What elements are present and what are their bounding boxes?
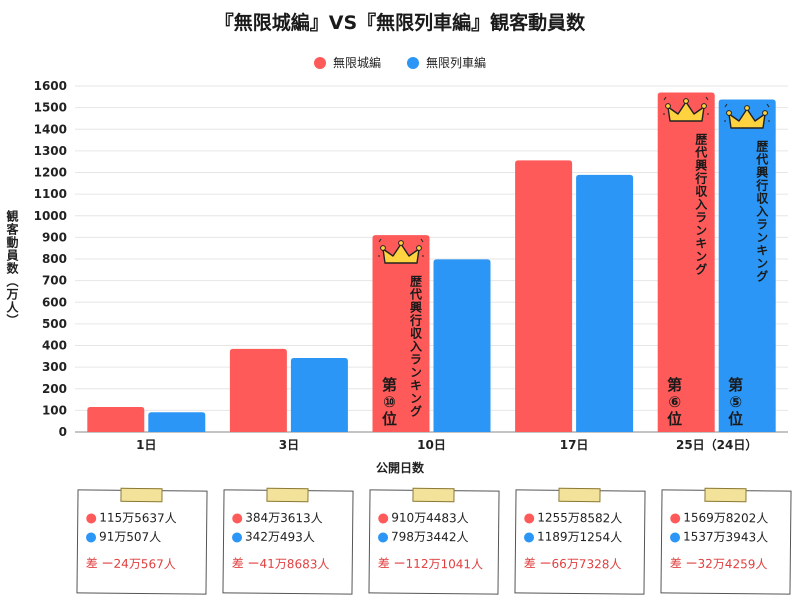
bar: [148, 412, 206, 432]
bar: [515, 160, 573, 433]
x-tick-label: 1日: [136, 438, 156, 452]
difference-text: 差 ー32万4259人: [669, 556, 768, 572]
y-tick-label: 0: [59, 425, 67, 439]
y-tick-label: 900: [42, 230, 67, 244]
summary-card: 1255万8582人 1189万1254人 差 ー66万7328人: [514, 487, 646, 595]
blue-dot-icon: [85, 531, 97, 543]
difference-text: 差 ー112万1041人: [377, 556, 484, 572]
difference-text: 差 ー24万567人: [85, 556, 176, 572]
red-dot-icon: [670, 512, 681, 524]
legend: 無限城編 無限列車編: [0, 54, 800, 71]
bar: [290, 358, 348, 432]
red-dot-icon: [86, 512, 97, 524]
tape-decoration: [412, 487, 455, 503]
tape-decoration: [266, 487, 309, 503]
difference-text: 差 ー66万7328人: [523, 556, 622, 572]
blue-dot-icon: [523, 531, 535, 543]
y-tick-label: 1300: [34, 144, 67, 158]
mugenjo-count: 384万3613人: [245, 510, 323, 526]
legend-label: 無限城編: [332, 56, 381, 70]
legend-item-mugen-ressha: 無限列車編: [407, 54, 486, 71]
blue-dot-icon: [669, 531, 681, 543]
y-tick-label: 1600: [34, 79, 67, 93]
chart-title: 『無限城編』VS『無限列車編』観客動員数: [214, 12, 586, 34]
bar: [372, 235, 430, 432]
bar: [87, 407, 145, 432]
x-tick-label: 3日: [279, 438, 299, 452]
crown-icon: [663, 96, 710, 122]
difference-text: 差 ー41万8683人: [231, 556, 330, 572]
ressha-count: 342万493人: [244, 529, 315, 545]
ressha-count: 91万507人: [98, 529, 162, 545]
mugenjo-count: 910万4483人: [391, 510, 469, 526]
summary-card: 115万5637人 91万507人 差 ー24万567人: [76, 487, 208, 595]
y-tick-label: 1500: [34, 101, 67, 115]
summary-card: 910万4483人 798万3442人 差 ー112万1041人: [368, 487, 500, 595]
ranking-label: 歴代興行収入ランキング: [754, 139, 769, 283]
mugenjo-count: 115万5637人: [99, 510, 177, 526]
y-tick-label: 200: [42, 382, 67, 396]
y-tick-label: 1400: [34, 122, 67, 136]
tape-decoration: [558, 487, 601, 503]
y-tick-label: 400: [42, 339, 67, 353]
ressha-count: 1537万3943人: [682, 529, 769, 545]
y-tick-label: 600: [42, 295, 67, 309]
bar: [229, 348, 287, 432]
legend-label: 無限列車編: [426, 56, 487, 70]
bar: [433, 259, 491, 432]
x-tick-label: 17日: [560, 438, 589, 452]
y-tick-label: 500: [42, 317, 67, 331]
bar: [718, 99, 776, 432]
y-tick-label: 800: [42, 252, 67, 266]
crown-icon: [378, 238, 424, 264]
legend-swatch-red: [313, 56, 326, 69]
x-tick-label: 25日（24日）: [676, 437, 757, 452]
y-tick-label: 1200: [34, 166, 67, 180]
ressha-count: 1189万1254人: [536, 529, 623, 545]
y-axis-label: 観客動員数（万人）: [5, 210, 19, 327]
x-axis-label: 公開日数: [375, 461, 424, 475]
tape-decoration: [120, 487, 163, 503]
legend-item-mugenjo: 無限城編: [313, 54, 381, 71]
mugenjo-count: 1569万8202人: [683, 510, 769, 526]
y-tick-label: 700: [42, 274, 67, 288]
ranking-label: 歴代興行収入ランキング: [693, 132, 708, 276]
y-tick-label: 300: [42, 360, 67, 374]
summary-card: 1569万8202人 1537万3943人 差 ー32万4259人: [660, 487, 792, 595]
y-tick-label: 1000: [34, 209, 67, 223]
red-dot-icon: [524, 512, 535, 524]
blue-dot-icon: [231, 531, 243, 543]
legend-swatch-blue: [407, 56, 419, 69]
y-tick-label: 1100: [34, 187, 67, 201]
crown-icon: [724, 103, 771, 129]
ressha-count: 798万3442人: [390, 529, 469, 545]
ranking-label: 歴代興行収入ランキング: [408, 275, 423, 419]
x-tick-label: 10日: [417, 438, 446, 452]
red-dot-icon: [378, 512, 389, 524]
red-dot-icon: [232, 512, 243, 524]
bar: [657, 92, 715, 433]
mugenjo-count: 1255万8582人: [537, 510, 623, 526]
tape-decoration: [704, 487, 747, 503]
y-tick-label: 100: [42, 403, 67, 417]
blue-dot-icon: [377, 531, 389, 543]
summary-card: 384万3613人 342万493人 差 ー41万8683人: [222, 487, 354, 595]
bar: [576, 174, 634, 433]
